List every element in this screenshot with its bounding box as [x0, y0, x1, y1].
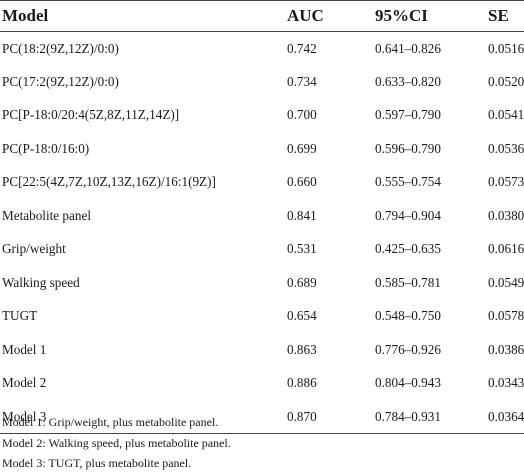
cell-se: 0.0364	[488, 408, 524, 424]
cell-se: 0.0573	[488, 174, 524, 190]
cell-auc: 0.689	[287, 274, 317, 290]
cell-auc: 0.654	[287, 308, 317, 324]
header-row: Model AUC 95%CI SE	[0, 0, 524, 32]
header-model: Model	[2, 6, 49, 25]
table-row: PC[22:5(4Z,7Z,10Z,13Z,16Z)/16:1(9Z)] 0.6…	[0, 166, 524, 200]
table-header: Model AUC 95%CI SE	[0, 0, 524, 32]
cell-ci: 0.776–0.926	[375, 341, 441, 357]
cell-se: 0.0516	[488, 40, 524, 56]
cell-model: Walking speed	[2, 274, 80, 290]
table-row: Model 2 0.886 0.804–0.943 0.0343	[0, 367, 524, 401]
cell-auc: 0.841	[287, 207, 317, 223]
cell-se: 0.0549	[488, 274, 524, 290]
header-se: SE	[488, 6, 509, 25]
table-row: PC[P-18:0/20:4(5Z,8Z,11Z,14Z)] 0.700 0.5…	[0, 99, 524, 133]
cell-model: PC(17:2(9Z,12Z)/0:0)	[2, 73, 119, 89]
cell-model: PC(18:2(9Z,12Z)/0:0)	[2, 40, 119, 56]
cell-se: 0.0541	[488, 107, 524, 123]
cell-ci: 0.425–0.635	[375, 241, 441, 257]
table-row: Model 1 0.863 0.776–0.926 0.0386	[0, 333, 524, 367]
cell-model: PC(P-18:0/16:0)	[2, 140, 90, 156]
table-row: PC(18:2(9Z,12Z)/0:0) 0.742 0.641–0.826 0…	[0, 32, 524, 66]
footnote: Model 2: Walking speed, plus metabolite …	[2, 435, 231, 450]
cell-ci: 0.597–0.790	[375, 107, 441, 123]
cell-auc: 0.699	[287, 140, 317, 156]
cell-auc: 0.700	[287, 107, 317, 123]
cell-model: Metabolite panel	[2, 207, 91, 223]
cell-model: TUGT	[2, 308, 38, 324]
table-row: Model 3 0.870 0.784–0.931 0.0364	[0, 400, 524, 434]
footnote: Model 1: Grip/weight, plus metabolite pa…	[2, 415, 219, 429]
cell-se: 0.0520	[488, 73, 524, 89]
table-row: TUGT 0.654 0.548–0.750 0.0578	[0, 300, 524, 334]
table-row: Walking speed 0.689 0.585–0.781 0.0549	[0, 266, 524, 300]
cell-ci: 0.784–0.931	[375, 408, 441, 424]
cell-se: 0.0536	[488, 140, 524, 156]
cell-model: Model 2	[2, 375, 47, 391]
cell-auc: 0.734	[287, 73, 317, 89]
cell-ci: 0.794–0.904	[375, 207, 441, 223]
table-body: PC(18:2(9Z,12Z)/0:0) 0.742 0.641–0.826 0…	[0, 32, 524, 434]
results-table: Model AUC 95%CI SE PC(18:2(9Z,12Z)/0:0) …	[0, 0, 524, 434]
cell-ci: 0.596–0.790	[375, 140, 441, 156]
cell-auc: 0.660	[287, 174, 317, 190]
footnote: Model 3: TUGT, plus metabolite panel.	[2, 456, 192, 470]
cell-auc: 0.870	[287, 408, 317, 424]
cell-ci: 0.548–0.750	[375, 308, 441, 324]
header-auc: AUC	[287, 6, 324, 25]
cell-model: Grip/weight	[2, 241, 66, 257]
cell-auc: 0.886	[287, 375, 317, 391]
table-row: Grip/weight 0.531 0.425–0.635 0.0616	[0, 233, 524, 267]
cell-ci: 0.804–0.943	[375, 375, 441, 391]
cell-ci: 0.555–0.754	[375, 174, 441, 190]
cell-se: 0.0380	[488, 207, 524, 223]
cell-model: Model 3	[2, 408, 47, 424]
cell-auc: 0.742	[287, 40, 317, 56]
cell-ci: 0.585–0.781	[375, 274, 441, 290]
table-footnotes: Model 1: Grip/weight, plus metabolite pa…	[2, 412, 231, 474]
cell-se: 0.0616	[488, 241, 524, 257]
cell-ci: 0.633–0.820	[375, 73, 441, 89]
cell-se: 0.0386	[488, 341, 524, 357]
header-ci: 95%CI	[375, 6, 428, 25]
cell-ci: 0.641–0.826	[375, 40, 441, 56]
table-row: Metabolite panel 0.841 0.794–0.904 0.038…	[0, 199, 524, 233]
cell-auc: 0.531	[287, 241, 317, 257]
cell-auc: 0.863	[287, 341, 317, 357]
cell-se: 0.0343	[488, 375, 524, 391]
table-row: PC(17:2(9Z,12Z)/0:0) 0.734 0.633–0.820 0…	[0, 65, 524, 99]
table-row: PC(P-18:0/16:0) 0.699 0.596–0.790 0.0536	[0, 132, 524, 166]
cell-se: 0.0578	[488, 308, 524, 324]
cell-model: PC[P-18:0/20:4(5Z,8Z,11Z,14Z)]	[2, 107, 180, 123]
cell-model: Model 1	[2, 341, 47, 357]
cell-model: PC[22:5(4Z,7Z,10Z,13Z,16Z)/16:1(9Z)]	[2, 174, 216, 190]
